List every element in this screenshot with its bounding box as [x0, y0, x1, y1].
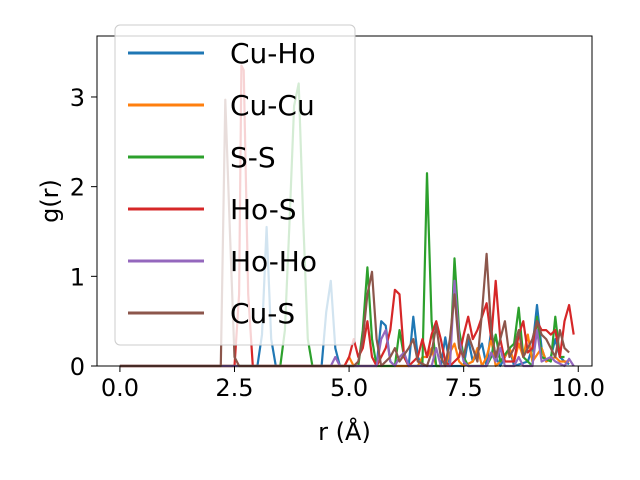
legend-entry-0: Cu-Ho — [230, 37, 316, 70]
y-tick-label-2: 2 — [70, 174, 85, 202]
series-line-5 — [119, 98, 570, 368]
legend: Cu-Ho Cu-Cu S-S Ho-S Ho-Ho Cu-S — [114, 24, 356, 346]
x-tick-label-4: 10.0 — [552, 374, 605, 402]
legend-entry-1: Cu-Cu — [230, 89, 315, 122]
legend-entry-4: Ho-Ho — [230, 245, 317, 278]
x-tick-label-1: 2.5 — [215, 374, 253, 402]
axes: 0.0 2.5 5.0 7.5 10.0 0 1 2 3 r (Å) g(r) — [36, 35, 605, 446]
legend-entry-2: S-S — [230, 141, 276, 174]
y-tick-label-0: 0 — [70, 353, 85, 381]
legend-entry-3: Ho-S — [230, 193, 297, 226]
x-tick-label-2: 5.0 — [330, 374, 368, 402]
x-tick-label-0: 0.0 — [101, 374, 139, 402]
y-tick-label-3: 3 — [70, 84, 85, 112]
x-tick-label-3: 7.5 — [445, 374, 483, 402]
legend-entry-5: Cu-S — [230, 297, 295, 330]
y-axis-label: g(r) — [36, 179, 64, 223]
x-axis-label: r (Å) — [318, 417, 371, 446]
y-tick-label-1: 1 — [70, 263, 85, 291]
